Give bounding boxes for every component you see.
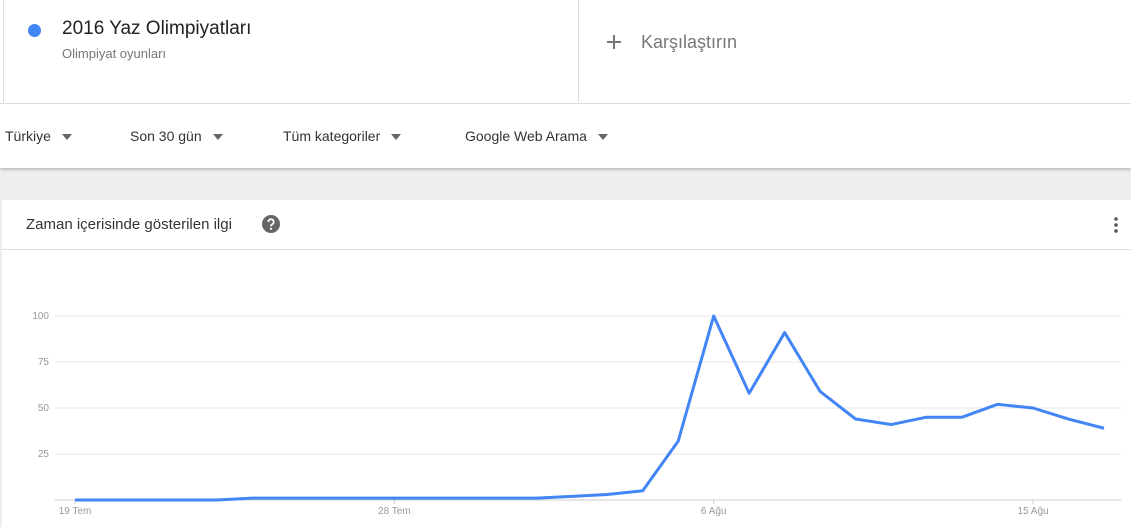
- series-dot: [28, 24, 41, 37]
- x-tick-label: 6 Ağu: [701, 506, 727, 517]
- filter-label: Tüm kategoriler: [283, 128, 381, 144]
- dropdown-arrow: [391, 134, 402, 141]
- filter[interactable]: Tüm kategoriler: [283, 128, 402, 144]
- filter-label: Türkiye: [5, 128, 51, 144]
- compare-button[interactable]: Karşılaştırın: [641, 32, 738, 52]
- term-subtitle: Olimpiyat oyunları: [62, 46, 167, 61]
- y-tick-label: 100: [32, 311, 49, 322]
- dropdown-arrow: [212, 134, 223, 141]
- filter-label: Son 30 gün: [130, 128, 202, 144]
- divider: [2, 249, 1131, 250]
- y-tick-label: 25: [38, 449, 50, 460]
- search-term[interactable]: 2016 Yaz Olimpiyatları Olimpiyat oyunlar…: [3, 0, 579, 102]
- filter-label: Google Web Arama: [465, 128, 587, 144]
- card-title: Zaman içerisinde gösterilen ilgi: [26, 216, 232, 233]
- x-tick-label: 28 Tem: [378, 506, 411, 517]
- help-icon[interactable]: [262, 215, 280, 233]
- plus-icon[interactable]: [604, 32, 624, 52]
- y-tick-label: 50: [38, 403, 50, 414]
- dropdown-arrow: [597, 134, 608, 141]
- line-series: [75, 314, 1105, 502]
- chart: 25 50 75 100 19 Tem 28 Tem 6 Ağu 15 Ağu: [32, 311, 1121, 517]
- filter-bar: Türkiye Son 30 gün Tüm kategoriler Googl…: [0, 104, 1131, 168]
- term-title: 2016 Yaz Olimpiyatları: [62, 18, 252, 39]
- y-tick-label: 75: [38, 357, 50, 368]
- filter[interactable]: Türkiye: [5, 128, 73, 144]
- search-bar: 2016 Yaz Olimpiyatları Olimpiyat oyunlar…: [0, 0, 1131, 104]
- filter[interactable]: Google Web Arama: [465, 128, 609, 144]
- x-tick-label: 19 Tem: [59, 506, 92, 517]
- x-tick-label: 15 Ağu: [1017, 506, 1048, 517]
- dropdown-arrow: [61, 134, 72, 141]
- chart-card: Zaman içerisinde gösterilen ilgi: [2, 200, 1131, 527]
- menu-icon[interactable]: [1113, 216, 1119, 234]
- filter[interactable]: Son 30 gün: [130, 128, 224, 144]
